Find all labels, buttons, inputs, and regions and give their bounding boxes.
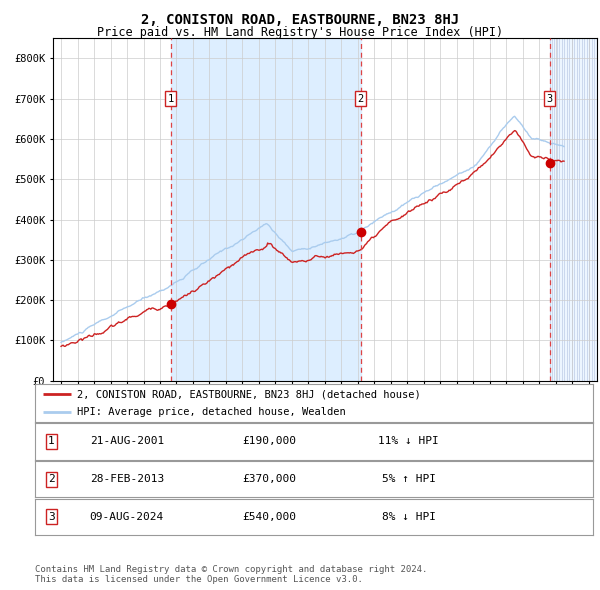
Text: 8% ↓ HPI: 8% ↓ HPI xyxy=(382,512,436,522)
Text: £190,000: £190,000 xyxy=(242,437,296,446)
Text: 2, CONISTON ROAD, EASTBOURNE, BN23 8HJ (detached house): 2, CONISTON ROAD, EASTBOURNE, BN23 8HJ (… xyxy=(77,389,421,399)
Text: 3: 3 xyxy=(48,512,55,522)
Text: 21-AUG-2001: 21-AUG-2001 xyxy=(90,437,164,446)
Text: 5% ↑ HPI: 5% ↑ HPI xyxy=(382,474,436,484)
Bar xyxy=(550,38,597,381)
Text: 2, CONISTON ROAD, EASTBOURNE, BN23 8HJ: 2, CONISTON ROAD, EASTBOURNE, BN23 8HJ xyxy=(141,13,459,27)
Text: £540,000: £540,000 xyxy=(242,512,296,522)
Text: 1: 1 xyxy=(167,94,173,104)
Text: 28-FEB-2013: 28-FEB-2013 xyxy=(90,474,164,484)
Text: 3: 3 xyxy=(547,94,553,104)
Text: Price paid vs. HM Land Registry's House Price Index (HPI): Price paid vs. HM Land Registry's House … xyxy=(97,26,503,39)
Text: Contains HM Land Registry data © Crown copyright and database right 2024.
This d: Contains HM Land Registry data © Crown c… xyxy=(35,565,427,584)
Text: 2: 2 xyxy=(358,94,364,104)
Text: HPI: Average price, detached house, Wealden: HPI: Average price, detached house, Weal… xyxy=(77,407,346,417)
Text: 1: 1 xyxy=(48,437,55,446)
Text: 11% ↓ HPI: 11% ↓ HPI xyxy=(378,437,439,446)
Text: £370,000: £370,000 xyxy=(242,474,296,484)
Text: 2: 2 xyxy=(48,474,55,484)
Bar xyxy=(170,38,361,381)
Text: 09-AUG-2024: 09-AUG-2024 xyxy=(90,512,164,522)
